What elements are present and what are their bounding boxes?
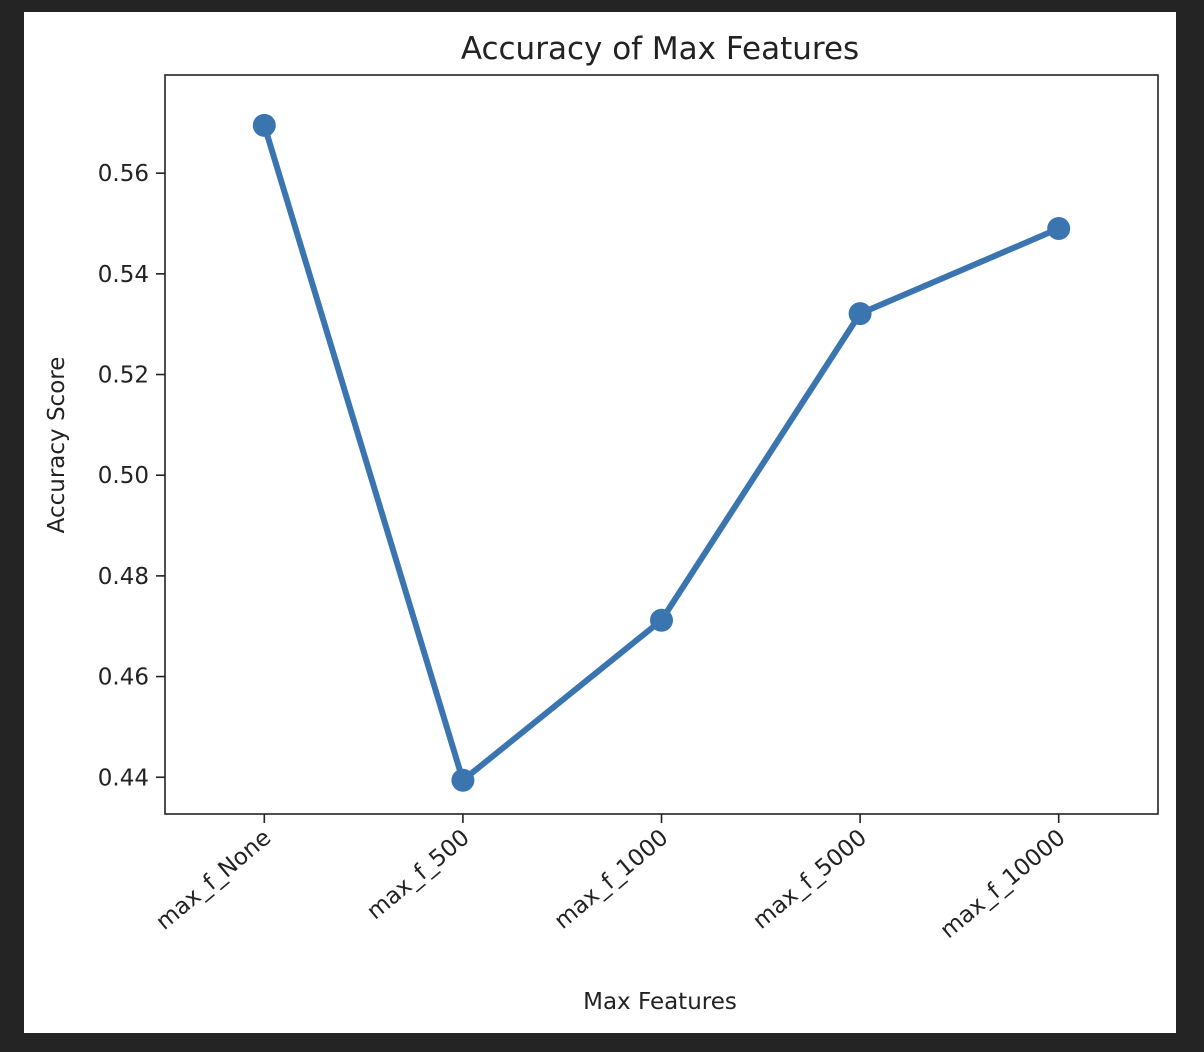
y-tick-label: 0.46 xyxy=(98,665,149,691)
y-axis: 0.44 0.46 0.48 0.50 0.52 0.54 0.56 xyxy=(98,161,165,791)
data-point-max-f-1000 xyxy=(650,608,673,632)
data-point-max-f-500 xyxy=(451,768,475,792)
chart-title: Accuracy of Max Features xyxy=(461,31,859,67)
y-tick-label: 0.52 xyxy=(98,363,149,389)
figure-background xyxy=(24,12,1176,1033)
series-layer xyxy=(252,113,1071,792)
x-axis-label: Max Features xyxy=(583,989,737,1015)
y-tick-label: 0.56 xyxy=(98,161,149,187)
y-tick-label: 0.50 xyxy=(98,463,149,489)
data-point-max-f-none xyxy=(252,113,276,137)
data-point-max-f-10000 xyxy=(1047,217,1071,241)
data-point-max-f-5000 xyxy=(848,302,872,326)
y-tick-label: 0.54 xyxy=(98,262,149,288)
y-tick-label: 0.48 xyxy=(98,564,149,590)
y-tick-label: 0.44 xyxy=(98,765,149,791)
y-axis-label: Accuracy Score xyxy=(44,357,70,534)
